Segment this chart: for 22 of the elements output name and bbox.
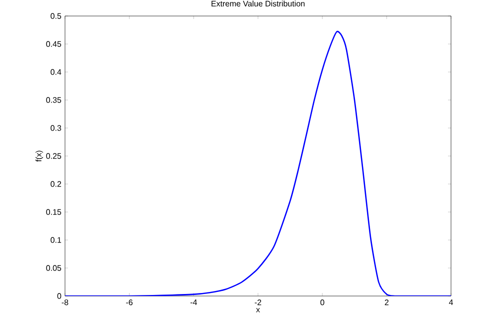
x-tick-label: 0 (320, 300, 324, 306)
line-series (65, 31, 452, 296)
y-tick-label: 0.2 (50, 181, 62, 187)
y-tick-label: 0.4 (50, 69, 62, 75)
y-tick-label: 0.35 (46, 97, 62, 103)
chart-title: Extreme Value Distribution (212, 0, 305, 6)
x-tick-label: 4 (448, 300, 454, 306)
x-axis-title: x (256, 308, 260, 312)
x-tick-label: 2 (384, 300, 388, 306)
x-tick-label: -2 (254, 300, 262, 306)
y-tick-label: 0.3 (50, 125, 62, 131)
x-tick-label: -6 (126, 300, 133, 306)
x-tick-label: -8 (62, 300, 68, 306)
y-tick-label: 0.45 (46, 41, 62, 47)
y-tick-label: 0.15 (46, 209, 62, 215)
y-tick-label: 0.05 (46, 265, 62, 271)
y-tick-label: 0 (57, 293, 62, 299)
x-tick-label: -4 (190, 300, 197, 306)
y-tick-label: 0.1 (50, 237, 62, 243)
y-tick-label: 0.25 (46, 153, 62, 159)
y-tick-label: 0.5 (50, 13, 62, 19)
y-axis-title: f(x) (36, 150, 44, 162)
